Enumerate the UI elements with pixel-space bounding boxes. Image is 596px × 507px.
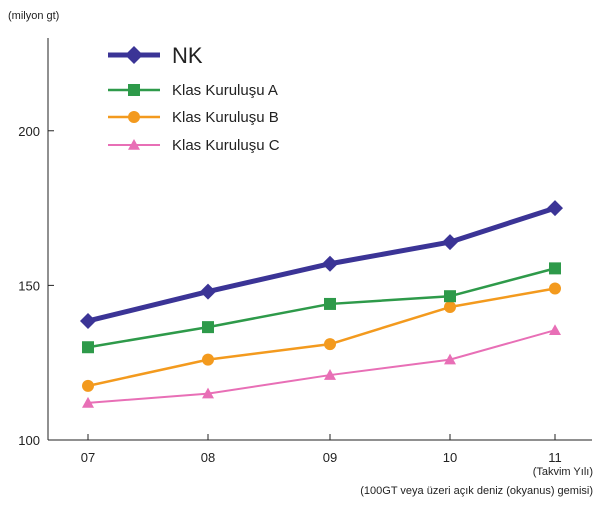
series-line xyxy=(87,329,556,404)
data-point xyxy=(444,301,456,314)
y-tick-label: 200 xyxy=(18,124,40,139)
data-point xyxy=(82,341,94,354)
series-triangle xyxy=(82,324,561,408)
data-point xyxy=(324,369,336,380)
data-point xyxy=(547,200,563,217)
y-unit-label: (milyon gt) xyxy=(8,10,59,22)
data-point xyxy=(202,321,214,334)
legend: NK Klas Kuruluşu A Klas Kuruluşu B Klas Kur… xyxy=(108,43,280,154)
legend-marker xyxy=(128,139,140,150)
data-point xyxy=(82,396,94,408)
series-diamond xyxy=(80,200,563,329)
data-point xyxy=(549,324,561,336)
footnote: (100GT veya üzeri açık deniz (okyanus) g… xyxy=(360,485,593,497)
data-point xyxy=(322,255,338,272)
y-axis-ticks: 100 150 200 xyxy=(18,124,54,448)
data-point xyxy=(80,312,96,329)
data-point xyxy=(202,353,214,366)
x-tick-label: 07 xyxy=(81,450,95,465)
series-layer xyxy=(80,200,563,408)
x-tick-label: 09 xyxy=(323,450,337,465)
legend-item: NK xyxy=(108,43,203,68)
legend-marker xyxy=(128,84,140,96)
data-point xyxy=(324,338,336,351)
legend-marker xyxy=(128,111,140,123)
legend-label: Klas Kuruluşu B xyxy=(172,109,279,126)
x-tick-label: 08 xyxy=(201,450,215,465)
legend-label: Klas Kuruluşu C xyxy=(172,137,280,154)
x-tick-label: 10 xyxy=(443,450,457,465)
data-point xyxy=(549,282,561,295)
data-point xyxy=(200,283,216,300)
legend-label: NK xyxy=(172,43,203,68)
legend-item: Klas Kuruluşu A xyxy=(108,82,278,99)
data-point xyxy=(444,290,456,303)
x-tick-label: 11 xyxy=(548,450,562,465)
data-point xyxy=(444,353,456,365)
y-tick-label: 100 xyxy=(18,433,40,448)
data-point xyxy=(324,297,336,310)
series-square xyxy=(82,262,561,354)
legend-label: Klas Kuruluşu A xyxy=(172,82,278,99)
legend-marker xyxy=(125,46,143,64)
legend-item: Klas Kuruluşu B xyxy=(108,109,279,126)
data-point xyxy=(442,234,458,251)
data-point xyxy=(82,379,94,392)
series-line xyxy=(87,267,556,349)
x-unit-label: (Takvim Yılı) xyxy=(533,466,593,478)
y-tick-label: 150 xyxy=(18,278,40,293)
data-point xyxy=(202,387,214,399)
series-line xyxy=(87,205,556,324)
x-axis-ticks: 07 08 09 10 11 xyxy=(81,434,562,465)
series-circle xyxy=(82,282,561,392)
legend-item: Klas Kuruluşu C xyxy=(108,137,280,154)
data-point xyxy=(549,262,561,275)
